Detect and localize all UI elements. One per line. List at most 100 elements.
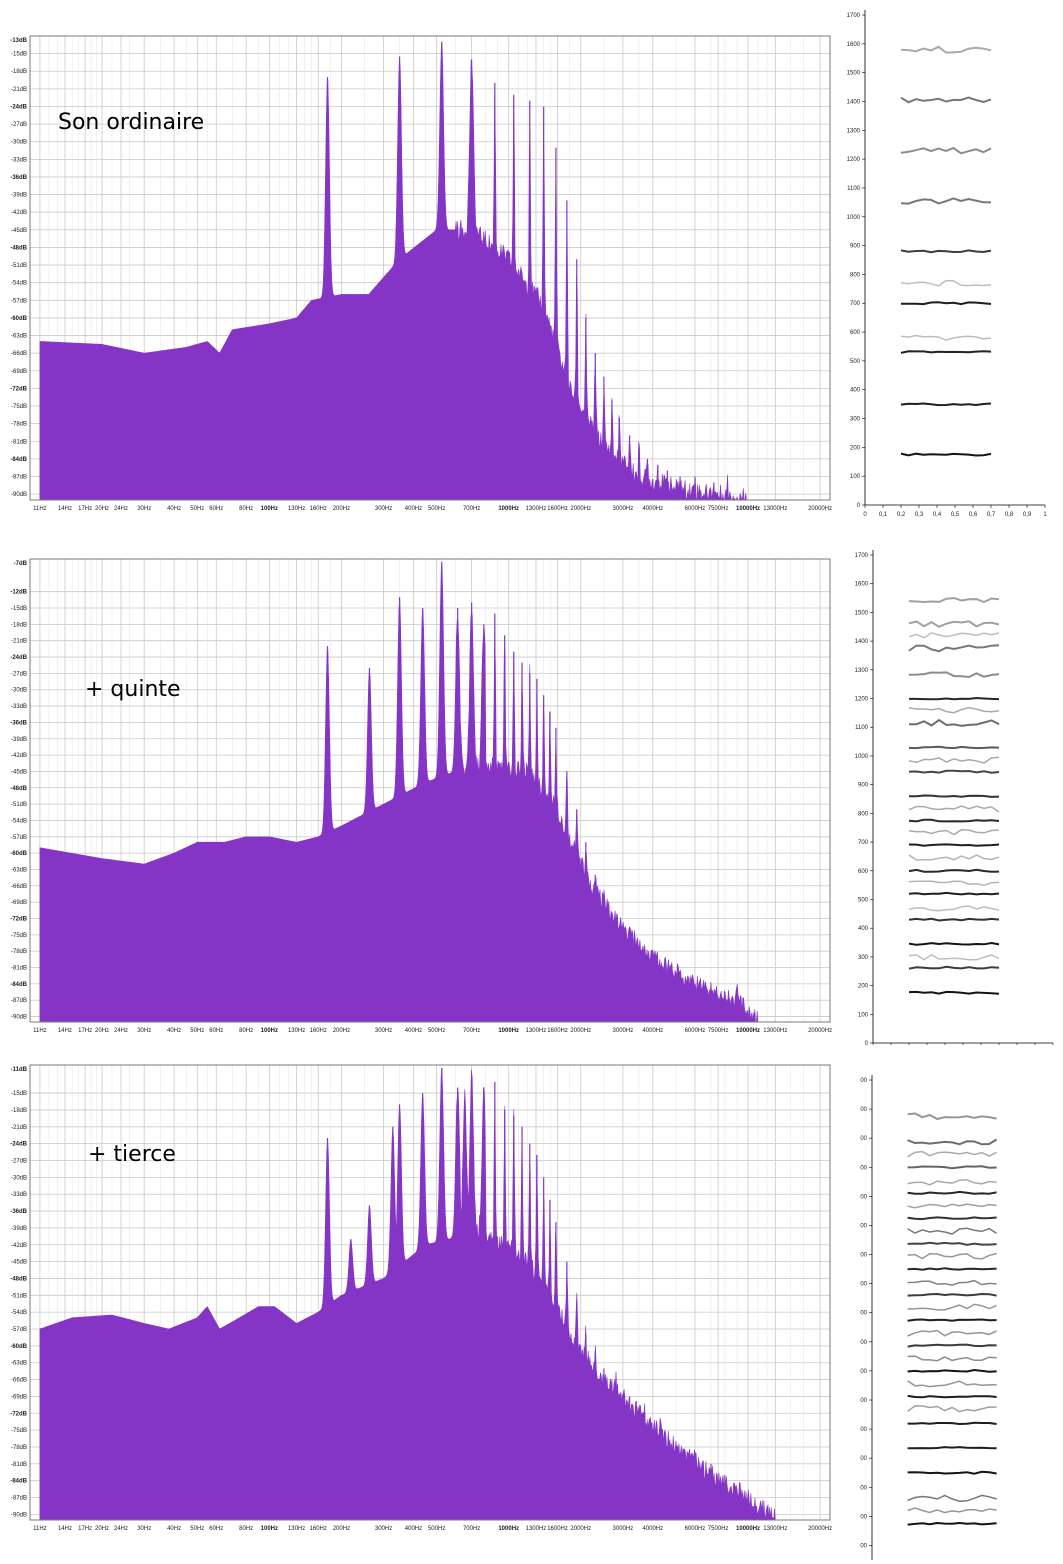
track-y-label: 400 (860, 1456, 868, 1462)
freq-tick-label: 1000Hz (498, 1526, 519, 1532)
partial-track-line (909, 794, 1000, 798)
freq-tick-label: 24Hz (114, 1526, 128, 1532)
partial-track-line (900, 350, 992, 354)
db-tick-label: -90dB (11, 492, 27, 498)
freq-tick-label: 1000Hz (498, 1028, 519, 1034)
db-tick-label: -78dB (11, 422, 27, 428)
partial-track-line (908, 990, 1000, 995)
db-tick-label: -87dB (11, 998, 27, 1004)
freq-tick-label: 1300Hz (526, 1526, 547, 1532)
db-tick-label: -66dB (11, 351, 27, 357)
track-y-label: 200 (860, 1514, 868, 1520)
track-y-label: 1100 (860, 1253, 868, 1259)
db-tick-label: -78dB (11, 1445, 27, 1451)
partial-track-line (908, 597, 1000, 604)
freq-tick-label: 4000Hz (642, 506, 663, 512)
freq-tick-label: 80Hz (239, 1526, 253, 1532)
partial-track-line (908, 805, 1000, 813)
freq-tick-label: 20Hz (95, 1526, 109, 1532)
freq-tick-label: 130Hz (288, 1028, 305, 1034)
freq-tick-label: 10000Hz (736, 1526, 760, 1532)
freq-tick-label: 13000Hz (763, 506, 787, 512)
track-y-label: 1500 (855, 610, 869, 616)
partial-track-line (900, 249, 992, 254)
freq-tick-label: 11Hz (33, 1028, 47, 1034)
db-tick-label: -30dB (11, 1175, 27, 1181)
track-y-label: 1300 (860, 1194, 868, 1200)
track-y-label: 1500 (847, 71, 861, 77)
track-y-label: 1000 (855, 754, 869, 760)
partial-track-line (908, 965, 1000, 970)
partial-track-line (907, 1421, 997, 1426)
db-tick-label: -51dB (11, 802, 27, 808)
freq-tick-label: 30Hz (137, 1526, 151, 1532)
partial-track-line (900, 452, 992, 457)
track-y-label: 800 (850, 272, 861, 278)
partial-track-line (907, 1355, 997, 1362)
db-tick-label: -60dB (10, 1344, 27, 1350)
partial-track-line (908, 671, 1000, 679)
track-y-label: 100 (860, 1543, 868, 1549)
db-tick-label: -33dB (11, 1192, 27, 1198)
db-tick-label: -57dB (11, 835, 27, 841)
freq-tick-label: 50Hz (190, 1028, 204, 1034)
partial-track-line (909, 718, 1000, 727)
partial-track-line (908, 818, 1000, 823)
partial-track-line (907, 1112, 997, 1121)
panel-quinte: -12dB -15dB -18dB -21dB -24dB -27dB -30dB -33dB… (0, 545, 1063, 1045)
db-tick-label: -36dB (10, 1209, 27, 1215)
track-x-label: 0,2 (897, 512, 906, 518)
db-tick-label: -48dB (10, 786, 27, 792)
partial-track-line (907, 1138, 998, 1146)
track-y-label: 900 (860, 1311, 868, 1317)
partial-track-line (908, 644, 1000, 653)
db-tick-label: -54dB (11, 281, 27, 287)
plot-frame (29, 35, 831, 501)
freq-tick-label: 300Hz (375, 1526, 392, 1532)
partial-track-line (900, 279, 992, 287)
db-tick-label: -57dB (11, 298, 27, 304)
freq-tick-label: 20Hz (95, 506, 109, 512)
track-y-label: 900 (850, 244, 861, 250)
partial-track-line (907, 1267, 997, 1271)
freq-tick-label: 300Hz (375, 1028, 392, 1034)
db-tick-label: -36dB (10, 720, 27, 726)
partial-track-line (907, 1405, 997, 1413)
db-tick-label: -78dB (11, 949, 27, 955)
partial-track-line (907, 1216, 997, 1221)
db-tick-label: -15dB (11, 1091, 27, 1097)
freq-tick-label: 1600Hz (547, 1028, 568, 1034)
track-y-label: 600 (860, 1398, 868, 1404)
track-y-label: 1200 (847, 157, 861, 163)
db-tick-label: -69dB (11, 369, 27, 375)
track-y-label: 1700 (860, 1078, 868, 1084)
partial-track-line (907, 1368, 997, 1373)
freq-tick-label: 160Hz (310, 1526, 327, 1532)
track-y-label: 500 (858, 897, 869, 903)
track-y-label: 1300 (855, 668, 869, 674)
partial-track-line (908, 620, 1000, 628)
partials-track-3: 100 200 300 400 500 600 700 800 900 1000 1100 1200 1… (860, 1075, 998, 1560)
freq-tick-label: 60Hz (209, 1526, 223, 1532)
db-tick-label: -48dB (10, 245, 27, 251)
freq-tick-label: 13000Hz (763, 1028, 787, 1034)
track-y-label: 200 (858, 984, 869, 990)
partial-track-line (907, 1165, 997, 1170)
partial-track-line (907, 1190, 997, 1195)
freq-tick-label: 17Hz (78, 506, 92, 512)
freq-tick-label: 10000Hz (736, 1028, 760, 1034)
db-tick-label: -21dB (11, 87, 27, 93)
track-y-label: 1200 (855, 697, 869, 703)
freq-tick-label: 17Hz (78, 1028, 92, 1034)
db-tick-label: -18dB (11, 622, 27, 628)
db-tick-label: -63dB (11, 867, 27, 873)
track-x-label: 0,1 (879, 512, 888, 518)
freq-tick-label: 20000Hz (808, 506, 832, 512)
track-x-label: 0,4 (933, 512, 942, 518)
partial-track-line (908, 706, 1000, 714)
db-tick-label: -21dB (11, 639, 27, 645)
track-x-label: 0 (863, 512, 867, 518)
db-tick-label: -12dB (10, 590, 27, 596)
freq-tick-label: 500Hz (428, 506, 445, 512)
track-y-label: 700 (850, 301, 861, 307)
